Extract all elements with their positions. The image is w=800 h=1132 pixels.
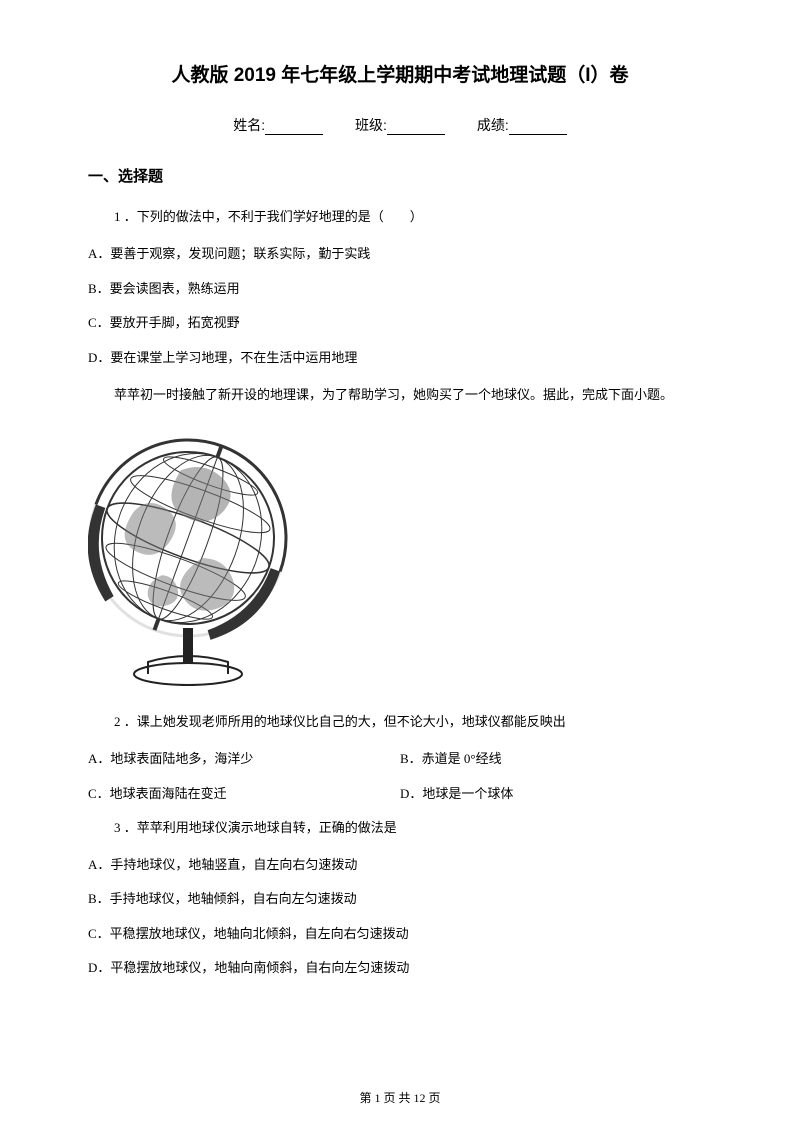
student-info-line: 姓名: 班级: 成绩: xyxy=(88,115,712,135)
q3-opt-C: C．平稳摆放地球仪，地轴向北倾斜，自左向右匀速拨动 xyxy=(88,920,712,949)
section-heading: 一、选择题 xyxy=(88,165,712,186)
page-footer: 第 1 页 共 12 页 xyxy=(0,1089,800,1106)
q1-opt-A: A．要善于观察，发现问题；联系实际，勤于实践 xyxy=(88,240,712,269)
q3-opt-D: D．平稳摆放地球仪，地轴向南倾斜，自右向左匀速拨动 xyxy=(88,954,712,983)
page-title: 人教版 2019 年七年级上学期期中考试地理试题（I）卷 xyxy=(88,60,712,87)
globe-icon xyxy=(88,422,300,688)
q1-opt-B: B．要会读图表，熟练运用 xyxy=(88,275,712,304)
q2-opt-A: A．地球表面陆地多，海洋少 xyxy=(88,745,400,774)
q2-opt-B: B．赤道是 0°经线 xyxy=(400,745,712,774)
class-blank xyxy=(387,121,445,135)
q3-opt-B: B．手持地球仪，地轴倾斜，自右向左匀速拨动 xyxy=(88,885,712,914)
q2-opt-C: C．地球表面海陆在变迁 xyxy=(88,780,400,809)
q2-stem: 2 ．课上她发现老师所用的地球仪比自己的大，但不论大小，地球仪都能反映出 xyxy=(88,709,712,735)
q2-opt-D: D．地球是一个球体 xyxy=(400,780,712,809)
q3-stem: 3 ．苹苹利用地球仪演示地球自转，正确的做法是 xyxy=(88,815,712,841)
q1-stem: 1 ．下列的做法中，不利于我们学好地理的是（ ） xyxy=(88,204,712,230)
q3-opt-A: A．手持地球仪，地轴竖直，自左向右匀速拨动 xyxy=(88,851,712,880)
name-label: 姓名: xyxy=(233,117,265,133)
name-blank xyxy=(265,121,323,135)
class-label: 班级: xyxy=(355,117,387,133)
q1-opt-D: D．要在课堂上学习地理，不在生活中运用地理 xyxy=(88,344,712,373)
globe-figure xyxy=(88,422,712,693)
q1-opt-C: C．要放开手脚，拓宽视野 xyxy=(88,309,712,338)
score-label: 成绩: xyxy=(477,117,509,133)
context-1: 苹苹初一时接触了新开设的地理课，为了帮助学习，她购买了一个地球仪。据此，完成下面… xyxy=(88,382,712,408)
score-blank xyxy=(509,121,567,135)
